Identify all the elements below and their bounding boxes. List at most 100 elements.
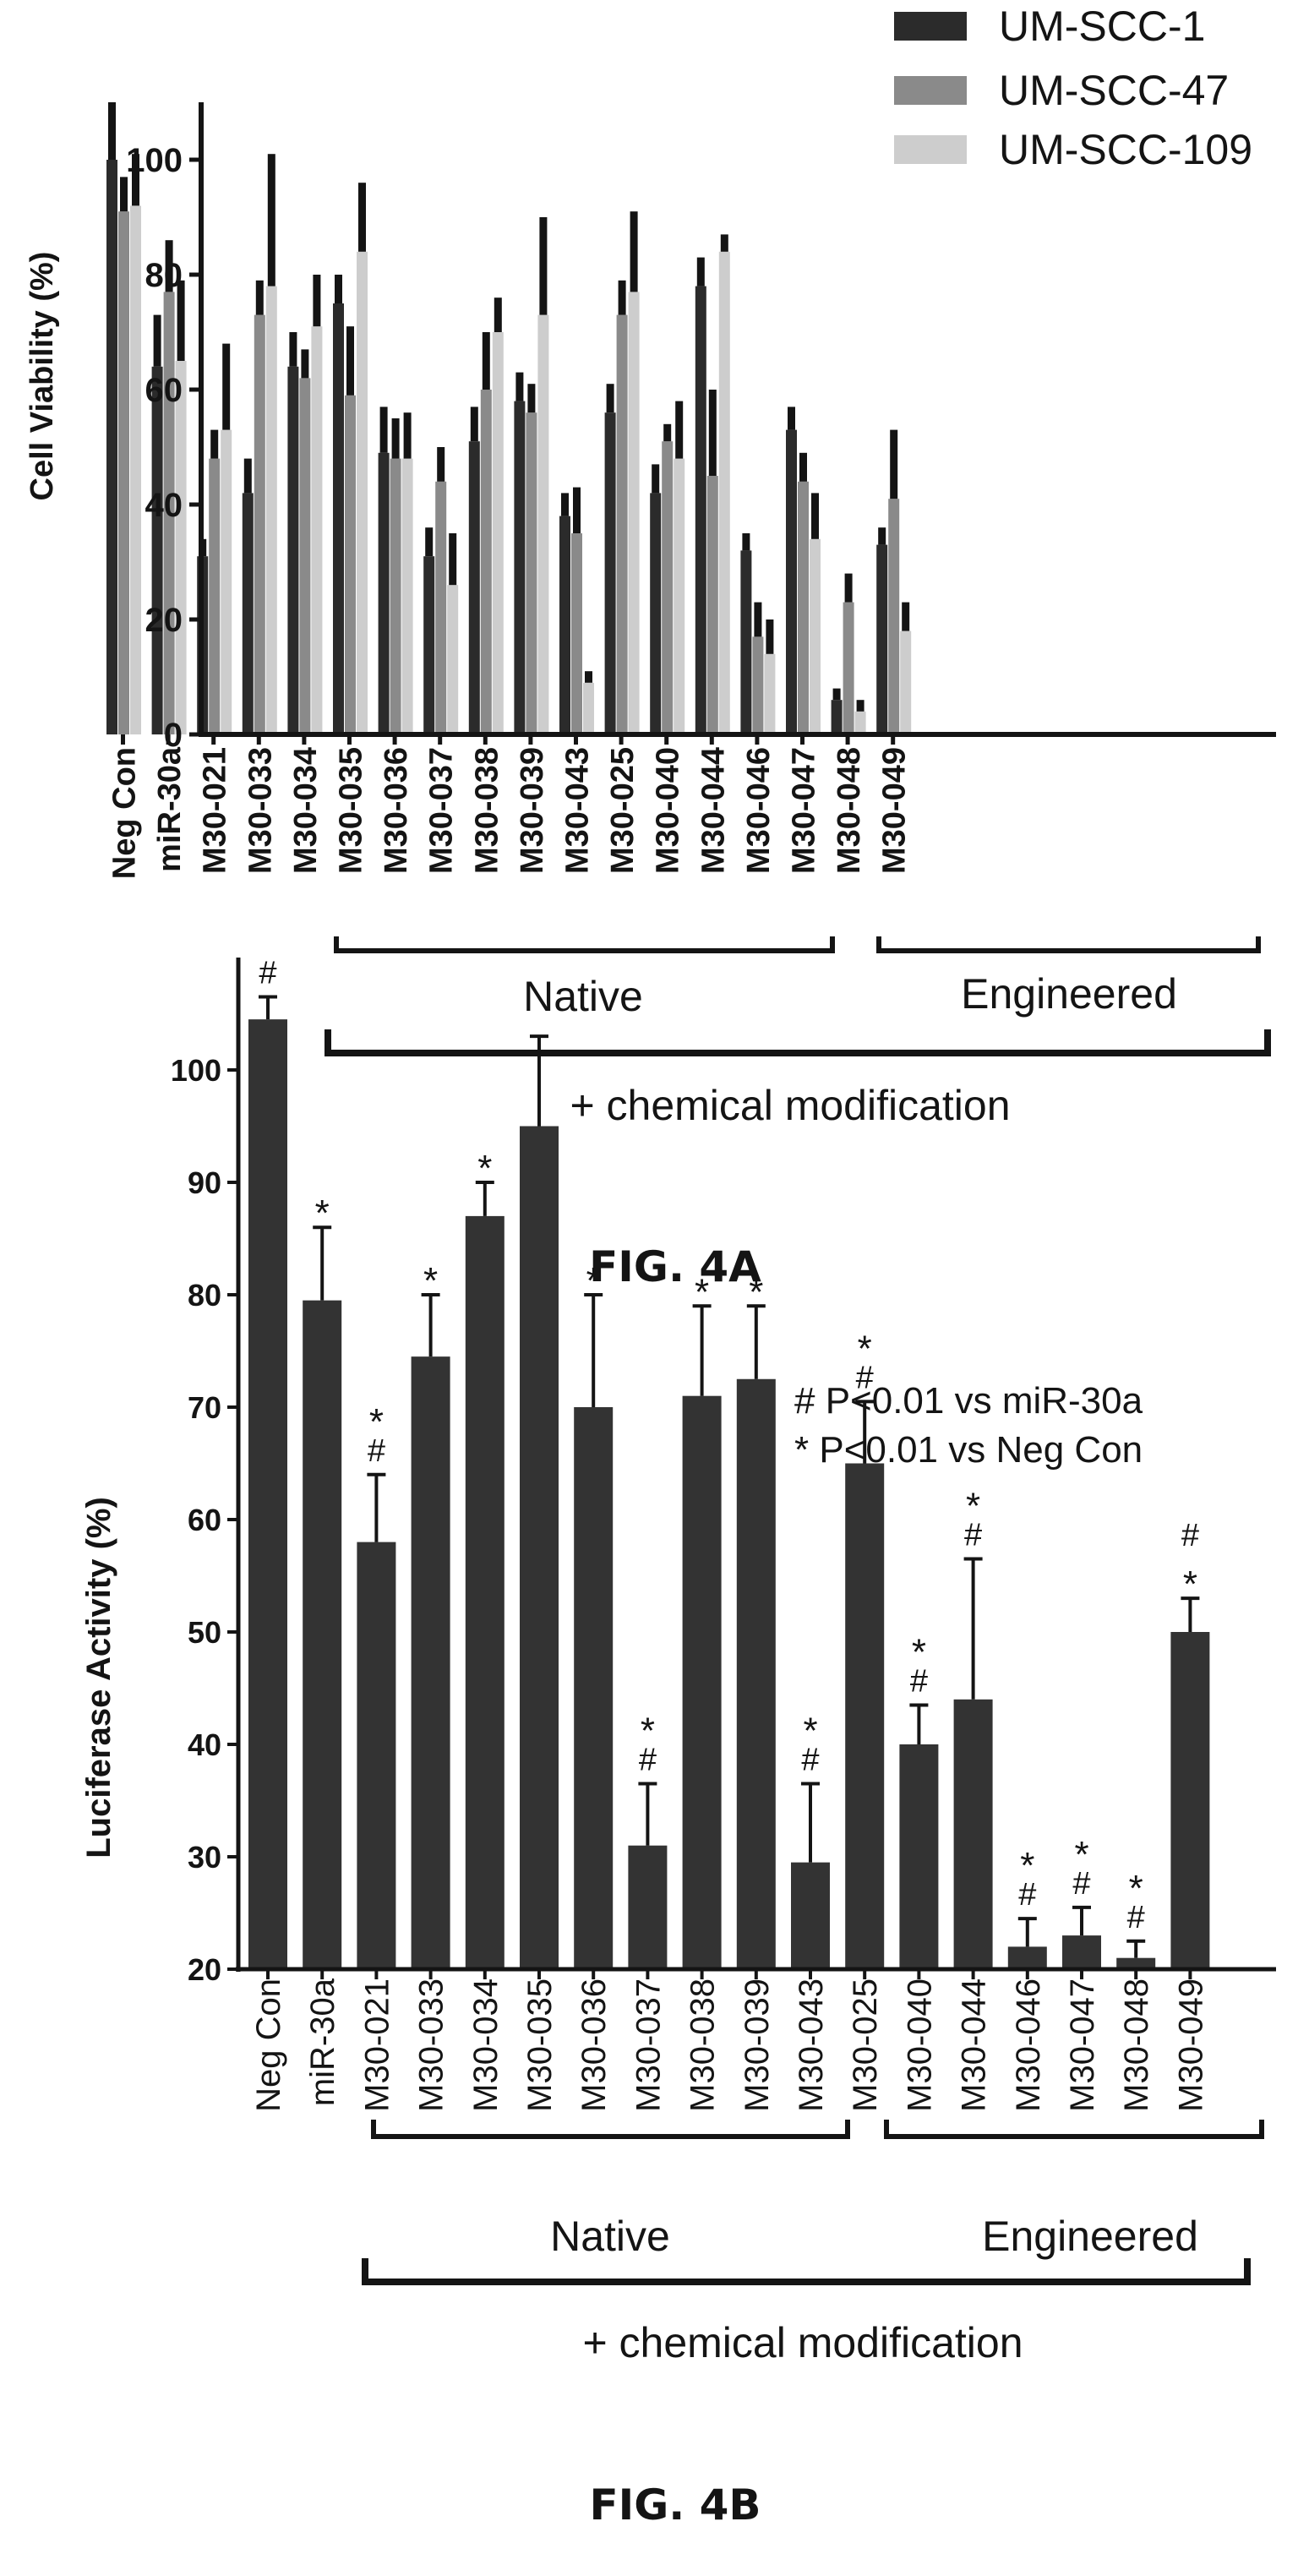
x-tick-label-4a: M30-043: [560, 747, 596, 874]
error-bar-um-scc-1-m30-037: [425, 527, 434, 557]
x-tick-label-4b: Neg Con: [250, 1978, 287, 2112]
x-tick-label-4b: M30-044: [956, 1978, 993, 2112]
error-bar-um-scc-109-m30-048: [856, 700, 864, 712]
error-bar-um-scc-47-m30-036: [391, 418, 400, 459]
x-tick-label-4b: miR-30a: [304, 1978, 341, 2106]
bar-um-scc-47-m30-025: [616, 314, 628, 734]
x-tick-label-4b: M30-047: [1064, 1978, 1101, 2112]
x-tick-label-4a: M30-025: [605, 747, 641, 874]
native-label-4a: Native: [523, 973, 643, 1020]
bar-um-scc-1-m30-047: [786, 429, 797, 734]
x-axis-4b: Neg Con miR-30a M30-021 M30-033 M30-034 M30-0…: [236, 1967, 1276, 2112]
error-bar-um-scc-109-mir-30a: [177, 280, 185, 361]
y-tick-label-4b: 70: [188, 1390, 221, 1425]
error-bar-um-scc-109-m30-040: [675, 401, 684, 459]
bar-um-scc-109-m30-036: [401, 458, 413, 734]
x-tick-label-4b: M30-046: [1010, 1978, 1047, 2112]
significance-mark-m30-037: *: [641, 1711, 655, 1752]
significance-mark-m30-025: #: [856, 1360, 874, 1395]
x-tick-label-4a: M30-033: [243, 747, 278, 874]
bar-m30-039: [736, 1378, 776, 1969]
bar-um-scc-109-m30-046: [764, 653, 776, 734]
chart-4b: #*#****#** *#*#*#*#*#* #*#**# 203040506070…: [80, 956, 1276, 2530]
bar-um-scc-47-m30-043: [571, 533, 582, 734]
x-tick-label-4a: M30-037: [424, 747, 460, 874]
x-axis-4a: Neg Con miR-30a M30-021 M30-033 M30-034 M30-0…: [107, 732, 1276, 879]
significance-mark-m30-048: *: [1129, 1868, 1143, 1909]
bar-m30-035: [520, 1126, 559, 1969]
significance-note-star: * P<0.01 vs Neg Con: [794, 1429, 1143, 1471]
x-tick-label-4b: M30-049: [1172, 1978, 1209, 2112]
bar-um-scc-1-mir-30a: [151, 366, 163, 734]
significance-mark-m30-049: *: [1183, 1564, 1197, 1605]
error-bar-um-scc-47-m30-049: [890, 429, 898, 499]
legend-swatch-um-scc-1: [894, 12, 967, 41]
bar-um-scc-47-m30-033: [254, 314, 265, 734]
significance-mark-m30-043: *: [803, 1711, 817, 1752]
bar-m30-044: [953, 1699, 993, 1969]
y-tick-label-4a: 20: [145, 602, 183, 639]
error-bar-um-scc-1-m30-047: [788, 407, 795, 430]
bar-um-scc-109-m30-034: [311, 326, 323, 734]
error-bar-um-scc-1-neg-con: [108, 102, 116, 160]
error-bar-um-scc-109-m30-034: [313, 275, 321, 327]
engineered-label-4b: Engineered: [982, 2213, 1198, 2260]
significance-mark-m30-037: #: [639, 1743, 657, 1778]
error-bar-um-scc-47-m30-039: [527, 384, 536, 413]
bar-um-scc-47-m30-044: [706, 476, 718, 734]
error-bar-um-scc-47-mir-30a: [165, 240, 173, 292]
bar-um-scc-47-m30-047: [798, 481, 809, 734]
error-bar-um-scc-1-m30-039: [515, 372, 524, 401]
error-bar-um-scc-47-m30-037: [437, 447, 445, 482]
significance-mark-m30-040: #: [910, 1663, 928, 1699]
y-axis-4b: 20 30 40 50 60 70 80 90 100: [171, 958, 241, 1987]
legend-swatch-um-scc-109: [894, 135, 967, 164]
error-bar-um-scc-109-m30-046: [766, 619, 774, 654]
bar-um-scc-1-m30-043: [559, 516, 570, 734]
error-bar-um-scc-47-m30-044: [708, 390, 717, 476]
bar-um-scc-109-m30-035: [357, 251, 368, 734]
native-bracket-4a: [334, 936, 835, 953]
bar-um-scc-47-m30-040: [662, 441, 674, 734]
bar-um-scc-1-m30-036: [378, 452, 390, 734]
error-bar-um-scc-1-m30-043: [561, 493, 569, 516]
significance-mark-m30-046: #: [1018, 1877, 1036, 1913]
significance-mark-m30-040: *: [912, 1631, 926, 1673]
error-bar-um-scc-109-m30-038: [494, 297, 502, 332]
figure-caption-4a: FIG. 4A: [589, 1242, 761, 1291]
bar-um-scc-47-m30-039: [526, 412, 537, 734]
x-tick-label-4a: M30-046: [741, 747, 777, 874]
bar-um-scc-1-m30-033: [242, 493, 254, 734]
significance-mark-m30-038: *: [695, 1271, 709, 1313]
significance-mark-m30-039: *: [749, 1271, 763, 1313]
native-bracket-4b: [371, 2120, 850, 2139]
error-bar-um-scc-1-m30-034: [289, 332, 297, 367]
significance-mark-m30-036: *: [586, 1260, 601, 1302]
bar-m30-033: [411, 1356, 450, 1969]
bar-m30-038: [682, 1395, 722, 1969]
y-tick-label-4a: 80: [145, 257, 183, 294]
x-tick-label-4b: M30-048: [1118, 1978, 1155, 2112]
significance-mark-m30-049: #: [1181, 1518, 1199, 1553]
legend-label-um-scc-109: UM-SCC-109: [999, 126, 1252, 173]
bars-4a: [106, 102, 912, 735]
y-tick-label-4b: 80: [188, 1278, 221, 1313]
error-bar-um-scc-1-m30-033: [243, 458, 252, 494]
bar-m30-025: [845, 1463, 885, 1969]
x-tick-label-4b: M30-040: [901, 1978, 938, 2112]
error-bar-um-scc-109-neg-con: [132, 154, 139, 206]
significance-mark-m30-047: *: [1074, 1834, 1088, 1875]
bar-um-scc-47-neg-con: [118, 211, 129, 734]
significance-note-hash: # P<0.01 vs miR-30a: [794, 1380, 1143, 1422]
bar-um-scc-109-neg-con: [130, 205, 141, 734]
bar-m30-043: [791, 1862, 830, 1969]
bar-um-scc-109-m30-037: [447, 585, 459, 734]
bar-um-scc-1-neg-con: [106, 160, 117, 734]
error-bar-um-scc-109-m30-047: [811, 493, 819, 539]
x-tick-label-4a: M30-035: [334, 747, 369, 874]
x-tick-label-4a: M30-034: [288, 747, 324, 874]
error-bar-um-scc-1-m30-046: [742, 533, 750, 551]
x-tick-label-4a: Neg Con: [107, 747, 143, 879]
